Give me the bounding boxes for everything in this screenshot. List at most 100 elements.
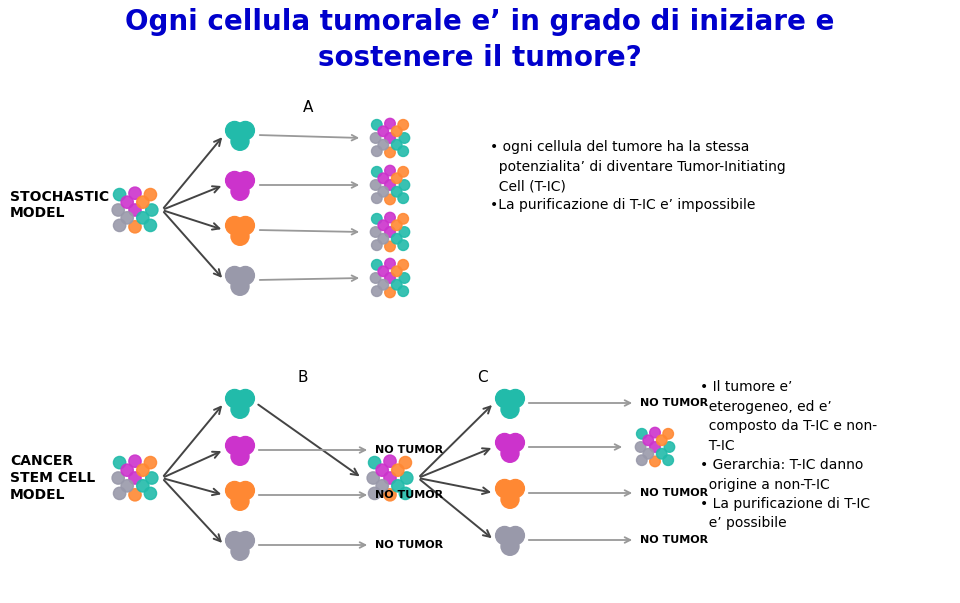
Circle shape [378, 279, 389, 290]
Circle shape [501, 537, 519, 555]
Circle shape [399, 273, 410, 283]
Circle shape [643, 449, 654, 459]
Circle shape [385, 258, 396, 269]
Circle shape [236, 390, 254, 408]
Circle shape [226, 171, 244, 189]
Circle shape [378, 139, 389, 150]
Circle shape [384, 472, 396, 484]
Circle shape [392, 186, 402, 197]
Circle shape [372, 166, 382, 177]
Circle shape [650, 456, 660, 467]
Circle shape [399, 227, 410, 237]
Circle shape [236, 267, 254, 285]
Circle shape [385, 241, 396, 251]
Circle shape [231, 132, 249, 150]
Circle shape [226, 437, 244, 455]
Text: STOCHASTIC
MODEL: STOCHASTIC MODEL [10, 190, 109, 220]
Text: • ogni cellula del tumore ha la stessa
  potenzialita’ di diventare Tumor-Initia: • ogni cellula del tumore ha la stessa p… [490, 140, 785, 212]
Circle shape [385, 133, 396, 144]
Circle shape [236, 482, 254, 499]
Circle shape [378, 186, 389, 197]
Circle shape [136, 464, 149, 476]
Circle shape [144, 219, 156, 232]
Circle shape [113, 219, 126, 232]
Circle shape [392, 266, 402, 277]
Text: NO TUMOR: NO TUMOR [640, 398, 708, 408]
Circle shape [372, 259, 382, 270]
Circle shape [657, 449, 667, 459]
Circle shape [113, 189, 126, 201]
Text: NO TUMOR: NO TUMOR [375, 540, 444, 550]
Circle shape [507, 526, 524, 545]
Circle shape [226, 216, 244, 235]
Circle shape [385, 194, 396, 204]
Circle shape [507, 479, 524, 497]
Circle shape [650, 428, 660, 438]
Circle shape [385, 147, 396, 157]
Circle shape [384, 455, 396, 467]
Text: B: B [298, 370, 308, 385]
Circle shape [231, 277, 249, 295]
Circle shape [663, 429, 674, 439]
Circle shape [657, 435, 667, 446]
Circle shape [112, 204, 125, 216]
Circle shape [371, 133, 381, 144]
Circle shape [236, 171, 254, 189]
Text: NO TUMOR: NO TUMOR [640, 535, 708, 545]
Circle shape [236, 437, 254, 455]
Circle shape [121, 212, 133, 224]
Circle shape [376, 464, 388, 476]
Circle shape [385, 287, 396, 298]
Circle shape [129, 455, 141, 467]
Text: C: C [477, 370, 488, 385]
Circle shape [129, 204, 141, 216]
Circle shape [372, 119, 382, 130]
Circle shape [369, 456, 381, 469]
Text: Ogni cellula tumorale e’ in grado di iniziare e
sostenere il tumore?: Ogni cellula tumorale e’ in grado di ini… [126, 8, 834, 72]
Circle shape [398, 146, 409, 157]
Circle shape [385, 273, 396, 283]
Text: NO TUMOR: NO TUMOR [375, 445, 444, 455]
Text: CANCER
STEM CELL
MODEL: CANCER STEM CELL MODEL [10, 453, 95, 502]
Circle shape [367, 472, 379, 484]
Circle shape [112, 472, 125, 484]
Circle shape [398, 213, 409, 224]
Circle shape [369, 487, 381, 499]
Circle shape [378, 266, 389, 277]
Circle shape [226, 482, 244, 499]
Circle shape [372, 286, 382, 297]
Circle shape [236, 216, 254, 235]
Circle shape [399, 456, 412, 469]
Circle shape [392, 173, 402, 183]
Circle shape [392, 220, 402, 230]
Circle shape [643, 435, 654, 446]
Circle shape [392, 233, 402, 244]
Circle shape [636, 429, 647, 439]
Circle shape [664, 442, 675, 452]
Circle shape [398, 240, 409, 250]
Circle shape [378, 173, 389, 183]
Circle shape [113, 487, 126, 499]
Circle shape [378, 220, 389, 230]
Circle shape [399, 487, 412, 499]
Circle shape [226, 390, 244, 408]
Circle shape [501, 444, 519, 463]
Circle shape [495, 434, 514, 452]
Circle shape [226, 121, 244, 139]
Circle shape [398, 193, 409, 203]
Circle shape [113, 456, 126, 469]
Circle shape [121, 196, 133, 208]
Circle shape [371, 227, 381, 237]
Text: NO TUMOR: NO TUMOR [640, 488, 708, 498]
Circle shape [129, 187, 141, 200]
Circle shape [636, 442, 646, 452]
Circle shape [231, 227, 249, 245]
Circle shape [392, 139, 402, 150]
Circle shape [378, 233, 389, 244]
Circle shape [501, 400, 519, 418]
Circle shape [495, 479, 514, 497]
Text: A: A [302, 101, 313, 116]
Circle shape [144, 189, 156, 201]
Circle shape [385, 180, 396, 191]
Circle shape [399, 180, 410, 191]
